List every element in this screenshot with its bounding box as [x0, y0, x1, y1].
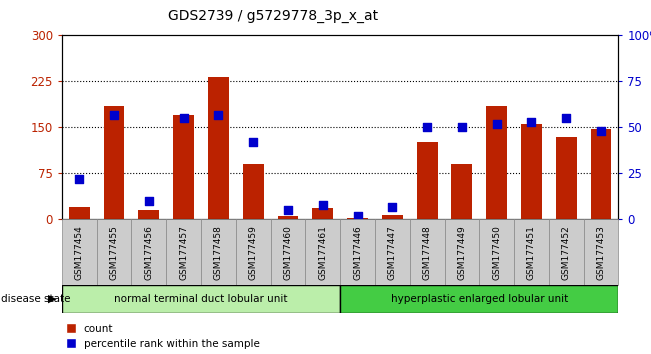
FancyBboxPatch shape — [62, 219, 96, 285]
Bar — [486, 106, 507, 219]
Point — [248, 139, 258, 145]
Point — [457, 125, 467, 130]
FancyBboxPatch shape — [340, 285, 618, 313]
Point — [352, 213, 363, 219]
Text: GSM177457: GSM177457 — [179, 225, 188, 280]
Point — [422, 125, 432, 130]
Text: GSM177452: GSM177452 — [562, 225, 571, 280]
Bar — [590, 129, 611, 219]
Text: hyperplastic enlarged lobular unit: hyperplastic enlarged lobular unit — [391, 294, 568, 304]
Text: ▶: ▶ — [48, 294, 57, 304]
Text: GSM177459: GSM177459 — [249, 225, 258, 280]
FancyBboxPatch shape — [340, 219, 375, 285]
Bar — [173, 115, 194, 219]
FancyBboxPatch shape — [584, 219, 618, 285]
Point — [561, 115, 572, 121]
Text: GSM177453: GSM177453 — [596, 225, 605, 280]
Point — [109, 112, 119, 118]
Legend: count, percentile rank within the sample: count, percentile rank within the sample — [67, 324, 260, 349]
FancyBboxPatch shape — [132, 219, 166, 285]
Text: GSM177446: GSM177446 — [353, 225, 362, 280]
Text: GSM177456: GSM177456 — [145, 225, 154, 280]
Text: GSM177451: GSM177451 — [527, 225, 536, 280]
Bar — [243, 164, 264, 219]
FancyBboxPatch shape — [445, 219, 479, 285]
Bar — [139, 210, 159, 219]
Bar — [382, 215, 403, 219]
Text: GSM177454: GSM177454 — [75, 225, 84, 280]
Point — [74, 176, 85, 182]
Text: GSM177455: GSM177455 — [109, 225, 118, 280]
Point — [144, 198, 154, 204]
Text: GDS2739 / g5729778_3p_x_at: GDS2739 / g5729778_3p_x_at — [169, 9, 378, 23]
FancyBboxPatch shape — [514, 219, 549, 285]
Text: GSM177448: GSM177448 — [422, 225, 432, 280]
FancyBboxPatch shape — [271, 219, 305, 285]
Text: GSM177460: GSM177460 — [283, 225, 292, 280]
Text: disease state: disease state — [1, 294, 71, 304]
Bar — [277, 216, 298, 219]
Bar — [417, 142, 437, 219]
Text: GSM177458: GSM177458 — [214, 225, 223, 280]
Text: GSM177450: GSM177450 — [492, 225, 501, 280]
Point — [213, 112, 223, 118]
FancyBboxPatch shape — [305, 219, 340, 285]
FancyBboxPatch shape — [549, 219, 584, 285]
Bar — [312, 209, 333, 219]
FancyBboxPatch shape — [409, 219, 445, 285]
Point — [526, 119, 536, 125]
FancyBboxPatch shape — [201, 219, 236, 285]
Text: GSM177447: GSM177447 — [388, 225, 397, 280]
FancyBboxPatch shape — [236, 219, 271, 285]
Point — [318, 202, 328, 207]
Text: GSM177449: GSM177449 — [458, 225, 466, 280]
FancyBboxPatch shape — [479, 219, 514, 285]
FancyBboxPatch shape — [62, 285, 340, 313]
Bar — [208, 77, 229, 219]
Point — [387, 204, 398, 210]
Bar — [556, 137, 577, 219]
Bar — [69, 207, 90, 219]
Bar — [347, 218, 368, 219]
Bar — [451, 164, 473, 219]
Point — [283, 207, 293, 213]
Text: GSM177461: GSM177461 — [318, 225, 327, 280]
FancyBboxPatch shape — [166, 219, 201, 285]
Point — [492, 121, 502, 127]
Bar — [521, 124, 542, 219]
Point — [596, 128, 606, 134]
FancyBboxPatch shape — [96, 219, 132, 285]
Text: normal terminal duct lobular unit: normal terminal duct lobular unit — [114, 294, 288, 304]
Point — [178, 115, 189, 121]
FancyBboxPatch shape — [375, 219, 409, 285]
Bar — [104, 106, 124, 219]
